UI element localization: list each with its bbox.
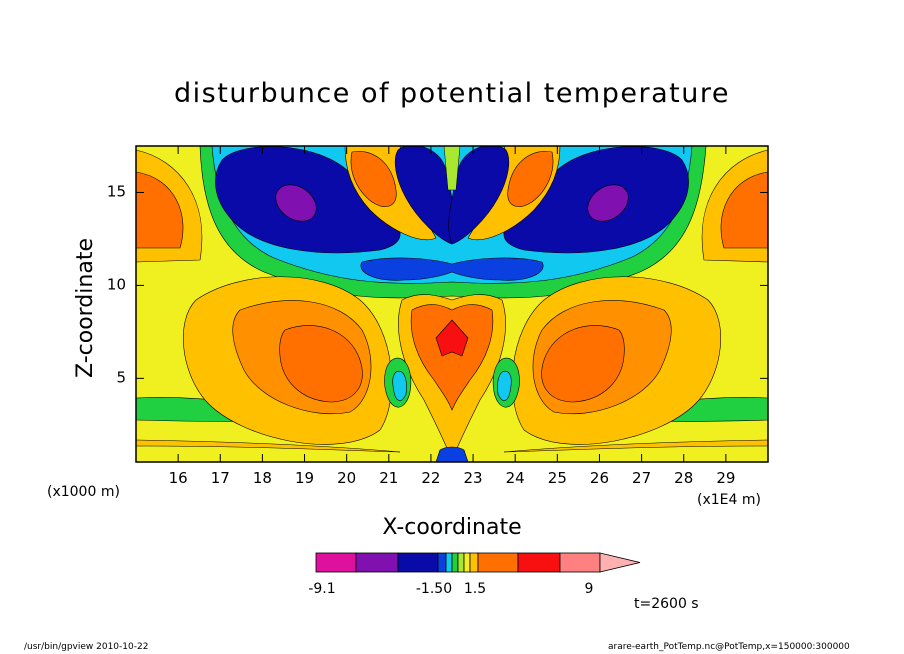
colorbar-segment (463, 552, 471, 573)
x-tick-label: 23 (463, 469, 483, 487)
colorbar-segment (445, 552, 453, 573)
colorbar-segment (451, 552, 459, 573)
colorbar-label: -1.50 (415, 581, 453, 597)
x-axis-label: X-coordinate (382, 515, 522, 540)
x-tick-label: 17 (210, 469, 230, 487)
y-tick-label: 5 (116, 368, 126, 387)
colorbar-segment (559, 552, 601, 573)
y-tick-label: 15 (106, 182, 126, 201)
colorbar-segment (397, 552, 439, 573)
x-tick-label: 18 (252, 469, 272, 487)
axis-tick-marks (136, 146, 768, 462)
x-tick-label: 16 (168, 469, 188, 487)
x-tick-label: 22 (421, 469, 441, 487)
x-tick-label: 19 (294, 469, 315, 487)
plot-frame (135, 145, 769, 463)
time-label: t=2600 s (634, 596, 699, 612)
y-axis-unit: (x1000 m) (47, 484, 120, 500)
colorbar-arrow (599, 552, 641, 573)
colorbar-segment (477, 552, 519, 573)
colorbar-segment (437, 552, 447, 573)
footer-command: /usr/bin/gpview 2010-10-22 (24, 642, 149, 652)
colorbar (315, 552, 641, 573)
x-tick-label: 25 (547, 469, 567, 487)
x-tick-label: 29 (716, 469, 736, 487)
x-tick-label: 21 (379, 469, 399, 487)
x-tick-label: 24 (505, 469, 525, 487)
colorbar-segment (457, 552, 465, 573)
colorbar-segment (469, 552, 479, 573)
colorbar-segment (355, 552, 399, 573)
y-tick-label: 10 (106, 275, 126, 294)
chart-title: disturbunce of potential temperature (174, 78, 730, 109)
contour-fill (136, 146, 768, 462)
colorbar-label: -9.1 (308, 581, 336, 597)
x-tick-label: 27 (632, 469, 652, 487)
footer-source: arare-earth_PotTemp.nc@PotTemp,x=150000:… (608, 642, 850, 652)
x-tick-label: 28 (674, 469, 694, 487)
colorbar-segment (315, 552, 357, 573)
x-axis-unit: (x1E4 m) (697, 492, 761, 508)
colorbar-label: 9 (584, 581, 594, 597)
colorbar-segment (517, 552, 561, 573)
x-tick-label: 20 (337, 469, 357, 487)
x-tick-label: 26 (589, 469, 609, 487)
colorbar-label: 1.5 (463, 581, 487, 597)
